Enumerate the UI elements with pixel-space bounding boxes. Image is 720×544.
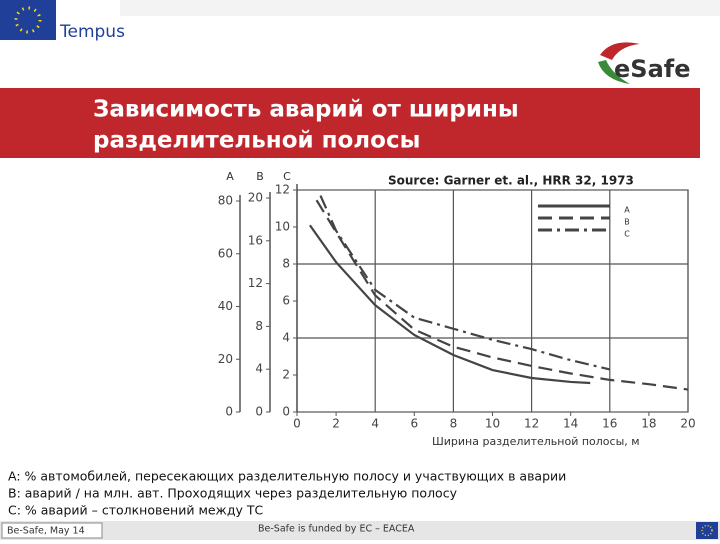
x-tick-label: 2	[332, 417, 340, 431]
series-line	[315, 199, 689, 391]
y-axis-name: A	[226, 170, 234, 183]
y-tick-label: 8	[255, 319, 263, 333]
x-tick-label: 6	[410, 417, 418, 431]
logo-text: Tempus	[59, 22, 125, 42]
y-tick-label: 4	[282, 331, 290, 345]
y-tick-label: 16	[248, 233, 263, 247]
footer-funding: Be-Safe is funded by EC – EACEA	[258, 524, 415, 535]
y-tick-label: 80	[218, 194, 233, 208]
y-tick-label: 40	[218, 299, 233, 313]
x-tick-label: 16	[602, 417, 617, 431]
y-tick-label: 12	[248, 276, 263, 290]
x-tick-label: 0	[293, 417, 301, 431]
series-line	[309, 224, 591, 385]
y-tick-label: 0	[282, 405, 290, 419]
footer-date: Be-Safe, May 14	[7, 526, 85, 537]
y-tick-label: 20	[248, 191, 263, 205]
y-axis-name: B	[256, 170, 264, 183]
caption-line: C: % аварий – столкновений между ТС	[8, 503, 263, 518]
y-axis-name: C	[283, 170, 291, 183]
series-line	[319, 195, 611, 371]
caption-line: B: аварий / на млн. авт. Проходящих чере…	[8, 486, 458, 501]
y-tick-label: 10	[275, 220, 290, 234]
x-axis-title: Ширина разделительной полосы, м	[432, 435, 640, 448]
x-tick-label: 12	[524, 417, 539, 431]
legend-label: C	[624, 230, 630, 239]
y-tick-label: 4	[255, 362, 263, 376]
y-tick-label: 60	[218, 246, 233, 260]
title-line: разделительной полосы	[93, 128, 420, 154]
legend-label: B	[624, 218, 630, 227]
footer-box	[1, 522, 103, 539]
header-strip	[120, 0, 720, 16]
chart-source: Source: Garner et. al., HRR 32, 1973	[388, 174, 634, 188]
eu-flag	[0, 0, 56, 40]
chart: 0 2 4 6 8 10 12 14 16 18 20 A 0 20 40 60 80 B 0 4 8 12 16 20 C 0 2…	[218, 170, 696, 431]
title-band	[0, 88, 700, 158]
caption-line: A: % автомобилей, пересекающих разделите…	[8, 469, 566, 484]
y-tick-label: 6	[282, 294, 290, 308]
brand-swirl-green	[598, 60, 630, 84]
eu-stars	[14, 6, 42, 34]
y-tick-label: 20	[218, 352, 233, 366]
footer-flag-stars	[701, 524, 713, 537]
x-tick-label: 10	[485, 417, 500, 431]
y-tick-label: 0	[255, 405, 263, 419]
y-tick-label: 12	[275, 183, 290, 197]
title-line: Зависимость аварий от ширины	[93, 97, 519, 123]
x-tick-label: 20	[680, 417, 695, 431]
x-tick-label: 14	[563, 417, 578, 431]
legend-label: A	[624, 206, 630, 215]
y-tick-label: 8	[282, 257, 290, 271]
y-tick-label: 2	[282, 368, 290, 382]
brand-swirl-red	[600, 42, 640, 60]
footer-flag	[696, 522, 718, 539]
x-tick-label: 8	[450, 417, 458, 431]
brand: eSafe	[614, 55, 690, 83]
x-tick-label: 18	[641, 417, 656, 431]
y-tick-label: 0	[225, 405, 233, 419]
x-tick-label: 4	[371, 417, 379, 431]
footer-bar	[0, 521, 720, 540]
